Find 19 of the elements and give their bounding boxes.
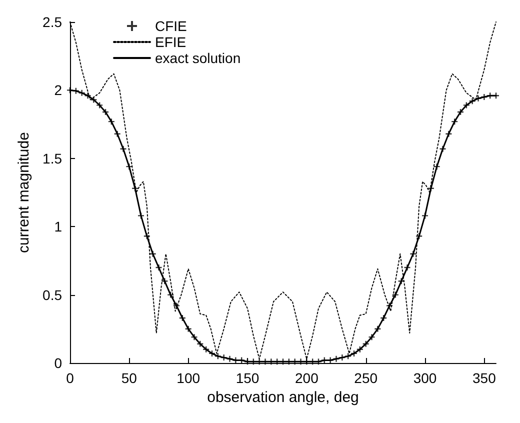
y-tick-label: 0.5 — [42, 286, 62, 303]
x-tick-label: 100 — [176, 370, 200, 386]
x-tick-label: 300 — [413, 370, 437, 386]
y-tick-label: 1 — [54, 218, 62, 235]
legend-label: EFIE — [155, 34, 186, 50]
x-tick-label: 150 — [236, 370, 260, 386]
x-tick-label: 200 — [294, 370, 319, 386]
legend-label: CFIE — [155, 18, 187, 34]
y-tick-label: 1.5 — [42, 150, 62, 166]
x-axis-title: observation angle, deg — [207, 388, 359, 406]
x-tick-label: 350 — [472, 370, 496, 386]
y-axis-title: current magnitude — [16, 132, 33, 253]
legend-label: exact solution — [155, 50, 241, 66]
y-tick-label: 2 — [54, 82, 62, 98]
y-tick-label: 2.5 — [42, 14, 62, 30]
y-tick-label: 0 — [54, 355, 62, 371]
x-tick-label: 50 — [121, 370, 138, 386]
x-tick-label: 250 — [354, 370, 378, 386]
x-tick-label: 0 — [66, 370, 74, 386]
